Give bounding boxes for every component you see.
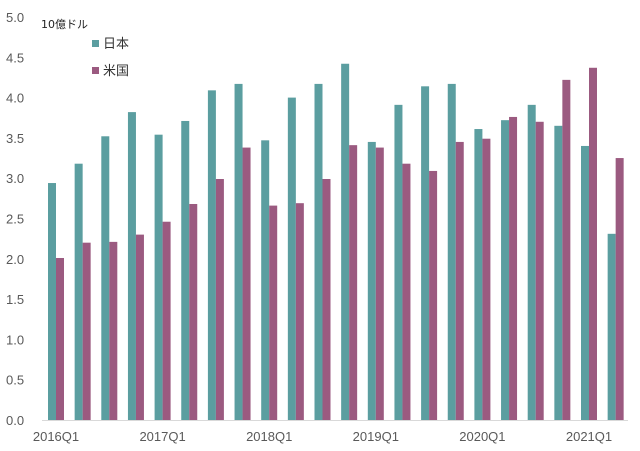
bar-us [82,242,91,420]
bar-japan [394,104,403,420]
bar-us [615,158,624,421]
bar-japan [154,134,163,420]
x-tick-label: 2018Q1 [246,429,292,444]
y-tick-label: 0.0 [6,413,24,428]
y-tick-label: 3.0 [6,171,24,186]
bar-japan [207,90,216,420]
x-tick-label: 2020Q1 [459,429,505,444]
bar-japan [501,120,510,420]
y-tick-label: 3.5 [6,131,24,146]
bar-us [322,179,331,420]
x-tick-label: 2021Q1 [566,429,612,444]
bar-us [349,145,358,421]
bar-us [429,170,438,420]
bar-japan [101,136,110,420]
bar-japan [127,112,136,420]
bar-japan [581,145,589,420]
bar-us [135,234,144,420]
bar-japan [474,129,483,420]
bar-us [402,163,411,420]
bar-japan [527,104,536,420]
bar-us [242,147,251,420]
bar-us [562,79,571,421]
bar-japan [341,63,350,421]
bar-japan [314,83,323,420]
bar-us [56,257,64,420]
bar-us [375,147,384,420]
bar-japan [234,83,243,420]
bar-us [189,203,198,420]
x-tick-label: 2016Q1 [33,429,79,444]
y-tick-label: 4.0 [6,91,24,106]
legend-label: 米国 [103,64,129,79]
bars [48,63,624,421]
x-tick-label: 2017Q1 [139,429,185,444]
bar-japan [48,183,56,420]
bar-us [215,179,224,420]
bar-japan [74,163,83,420]
y-tick-label: 2.5 [6,212,24,227]
y-tick-label: 1.5 [6,292,24,307]
y-tick-label: 4.5 [6,50,24,65]
x-axis: 2016Q1 2017Q1 2018Q1 2019Q1 2020Q1 2021Q1 [33,429,612,444]
y-tick-label: 1.0 [6,332,24,347]
bar-us [162,221,171,420]
bar-japan [261,140,270,420]
bar-us [509,116,518,420]
bar-japan [287,97,296,420]
bar-japan [367,141,376,420]
legend-swatch [92,40,99,47]
y-tick-label: 2.0 [6,252,24,267]
x-tick-label: 2019Q1 [353,429,399,444]
bar-japan [421,86,430,420]
y-axis: 0.0 0.5 1.0 1.5 2.0 2.5 3.0 3.5 4.0 4.5 5.0 [6,10,24,428]
bar-japan [607,233,616,420]
unit-label: 10億ドル [41,18,88,31]
bar-us [455,141,464,420]
bar-us [295,203,304,420]
legend-label: 日本 [103,37,129,52]
legend-swatch [92,67,99,74]
bar-japan [181,120,190,420]
y-tick-label: 0.5 [6,373,24,388]
bar-us [109,241,118,420]
bar-us [535,121,544,420]
bar-japan [554,125,563,420]
y-tick-label: 5.0 [6,10,24,25]
bar-us [589,67,597,420]
bar-us [269,205,278,420]
bar-japan [447,83,456,420]
bar-us [482,138,491,420]
